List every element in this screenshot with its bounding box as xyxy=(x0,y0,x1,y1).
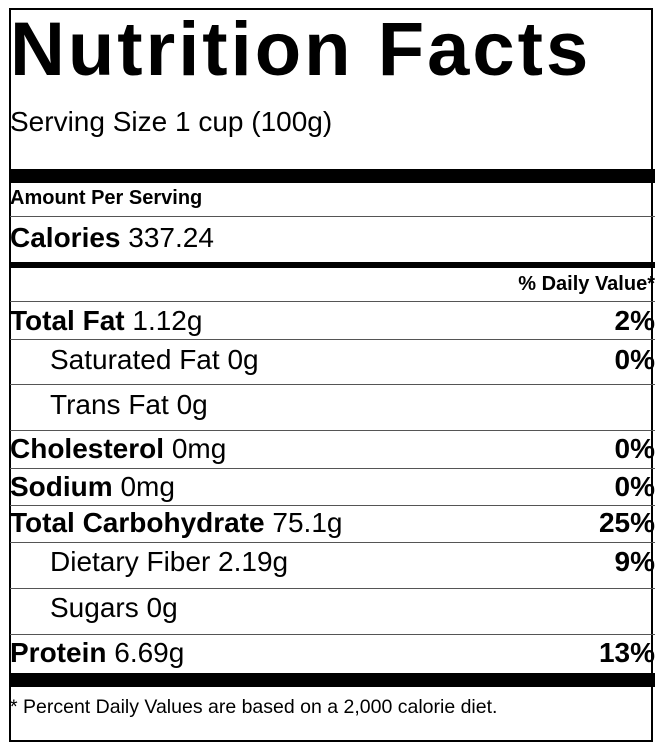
footnote: * Percent Daily Values are based on a 2,… xyxy=(10,696,655,719)
nutrient-row: Protein 6.69g 13% xyxy=(10,637,655,669)
thick-divider xyxy=(10,169,655,183)
nutrient-amount: 1.12g xyxy=(132,305,203,336)
nutrient-label: Sugars xyxy=(50,592,139,623)
nutrient-label: Sodium xyxy=(10,471,113,502)
footnote-marker: * xyxy=(10,696,18,718)
nutrient-row: Dietary Fiber 2.19g 9% xyxy=(10,546,655,578)
calories-label: Calories xyxy=(10,222,121,253)
nutrient-name: Total Fat 1.12g xyxy=(10,305,202,337)
divider xyxy=(10,301,655,302)
nutrient-row: Cholesterol 0mg 0% xyxy=(10,433,655,465)
nutrient-daily-value: 0% xyxy=(614,344,655,375)
divider xyxy=(10,384,655,385)
divider xyxy=(10,542,655,543)
nutrient-amount: 0g xyxy=(176,389,208,420)
nutrient-label: Total Carbohydrate xyxy=(10,507,265,538)
nutrient-daily-value: 0% xyxy=(614,471,655,502)
thick-divider xyxy=(10,673,655,687)
nutrient-label: Cholesterol xyxy=(10,433,165,464)
daily-value-header-text: % Daily Value* xyxy=(518,273,655,295)
nutrient-amount: 2.19g xyxy=(218,546,289,577)
nutrient-label: Saturated Fat xyxy=(50,344,220,375)
nutrient-row: Sugars 0g xyxy=(10,592,655,624)
nutrient-amount: 6.69g xyxy=(114,637,185,668)
amount-per-serving: Amount Per Serving xyxy=(10,187,203,209)
nutrient-amount: 75.1g xyxy=(272,507,343,538)
nutrient-name: Sodium 0mg xyxy=(10,471,175,503)
label-title: Nutrition Facts xyxy=(10,7,592,92)
nutrient-daily-value: 25% xyxy=(598,507,655,538)
nutrient-row: Total Carbohydrate 75.1g 25% xyxy=(10,507,655,539)
divider xyxy=(10,430,655,431)
nutrient-label: Trans Fat xyxy=(50,389,169,420)
nutrient-label: Total Fat xyxy=(10,305,125,336)
nutrient-row: Total Fat 1.12g 2% xyxy=(10,305,655,337)
nutrient-name: Dietary Fiber 2.19g xyxy=(50,546,288,578)
nutrient-amount: 0mg xyxy=(120,471,175,502)
nutrient-name: Total Carbohydrate 75.1g xyxy=(10,507,342,539)
nutrient-row: Trans Fat 0g xyxy=(10,389,655,421)
divider xyxy=(10,216,655,217)
nutrient-label: Dietary Fiber xyxy=(50,546,211,577)
nutrient-amount: 0mg xyxy=(171,433,227,464)
calories-value: 337.24 xyxy=(128,222,214,253)
nutrient-label: Protein xyxy=(10,637,107,668)
nutrient-daily-value: 2% xyxy=(614,305,655,336)
nutrient-name: Saturated Fat 0g xyxy=(50,344,259,376)
nutrient-amount: 0g xyxy=(227,344,259,375)
divider xyxy=(10,339,655,340)
nutrient-name: Sugars 0g xyxy=(50,592,178,624)
divider xyxy=(10,468,655,469)
nutrient-row: Sodium 0mg 0% xyxy=(10,471,655,503)
footnote-text: Percent Daily Values are based on a 2,00… xyxy=(23,696,498,718)
divider xyxy=(10,634,655,635)
nutrient-name: Protein 6.69g xyxy=(10,637,184,669)
divider xyxy=(10,588,655,589)
daily-value-header: % Daily Value* xyxy=(10,273,655,296)
nutrient-daily-value: 13% xyxy=(598,637,655,668)
calories-row: Calories 337.24 xyxy=(10,222,655,254)
nutrient-row: Saturated Fat 0g 0% xyxy=(10,344,655,376)
nutrient-daily-value: 0% xyxy=(614,433,655,464)
divider xyxy=(10,505,655,506)
nutrient-name: Cholesterol 0mg xyxy=(10,433,226,465)
nutrient-daily-value: 9% xyxy=(614,546,655,577)
nutrition-label xyxy=(9,8,653,742)
nutrient-amount: 0g xyxy=(146,592,178,623)
nutrient-name: Trans Fat 0g xyxy=(50,389,208,421)
serving-size: Serving Size 1 cup (100g) xyxy=(10,106,333,137)
medium-divider xyxy=(10,262,655,268)
